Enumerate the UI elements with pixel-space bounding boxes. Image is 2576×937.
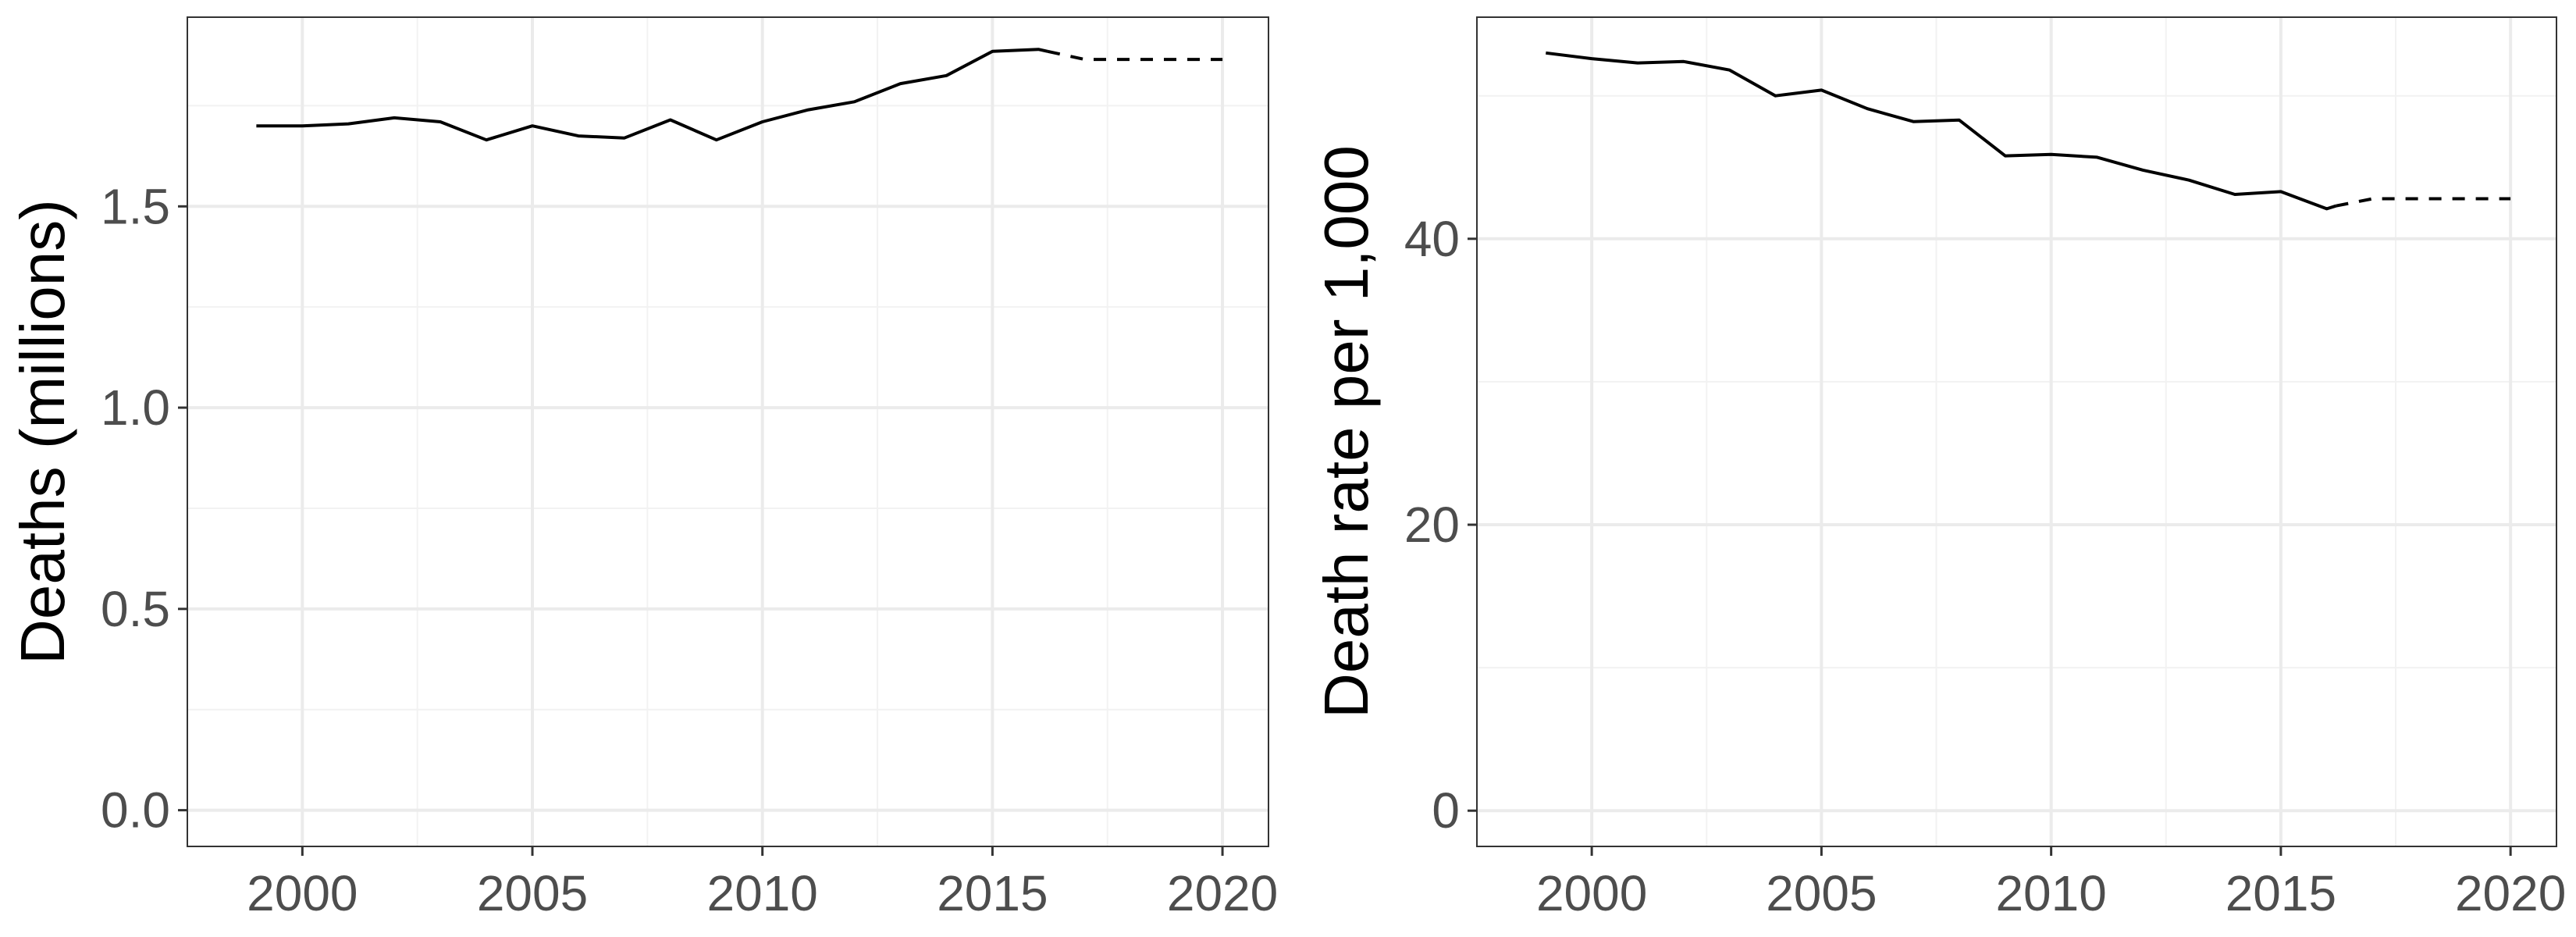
plot-background	[1477, 17, 2556, 846]
y-tick-label: 20	[1404, 497, 1460, 553]
y-tick-label: 0.0	[101, 782, 170, 839]
chart-panel-1: 2000 2005 2010 2015 2020 0.0 0.5 1.0 1.5 Deaths (…	[8, 16, 1278, 921]
y-tick-label: 1.5	[101, 178, 170, 234]
x-tick-label: 2000	[1536, 865, 1647, 921]
chart-panel-2: 2000 2005 2010 2015 2020 0 20 40 Death rate per …	[1311, 16, 2566, 921]
y-axis-title: Deaths (millions)	[8, 199, 77, 664]
x-tick-label: 2020	[1167, 865, 1278, 921]
x-tick-label: 2015	[2226, 865, 2336, 921]
plot-border	[187, 16, 1269, 847]
x-tick-label: 2005	[1766, 865, 1877, 921]
observed-line	[256, 48, 1048, 142]
y-tick-label: 1.0	[101, 379, 170, 436]
projection-line	[1047, 49, 1223, 62]
projection-line	[2336, 197, 2511, 208]
y-tick-label: 40	[1404, 211, 1460, 267]
x-tick-label: 2010	[707, 865, 818, 921]
x-tick-label: 2015	[937, 865, 1048, 921]
observed-line	[1546, 51, 2337, 211]
x-tick-label: 2000	[247, 865, 358, 921]
plot-background	[187, 17, 1268, 846]
x-tick-label: 2010	[1995, 865, 2106, 921]
y-axis-title: Death rate per 1,000	[1311, 145, 1381, 718]
y-tick-label: 0.5	[101, 581, 170, 637]
y-tick-label: 0	[1432, 782, 1460, 839]
plot-border	[1476, 16, 2557, 847]
x-tick-label: 2005	[477, 865, 588, 921]
x-tick-label: 2020	[2455, 865, 2566, 921]
